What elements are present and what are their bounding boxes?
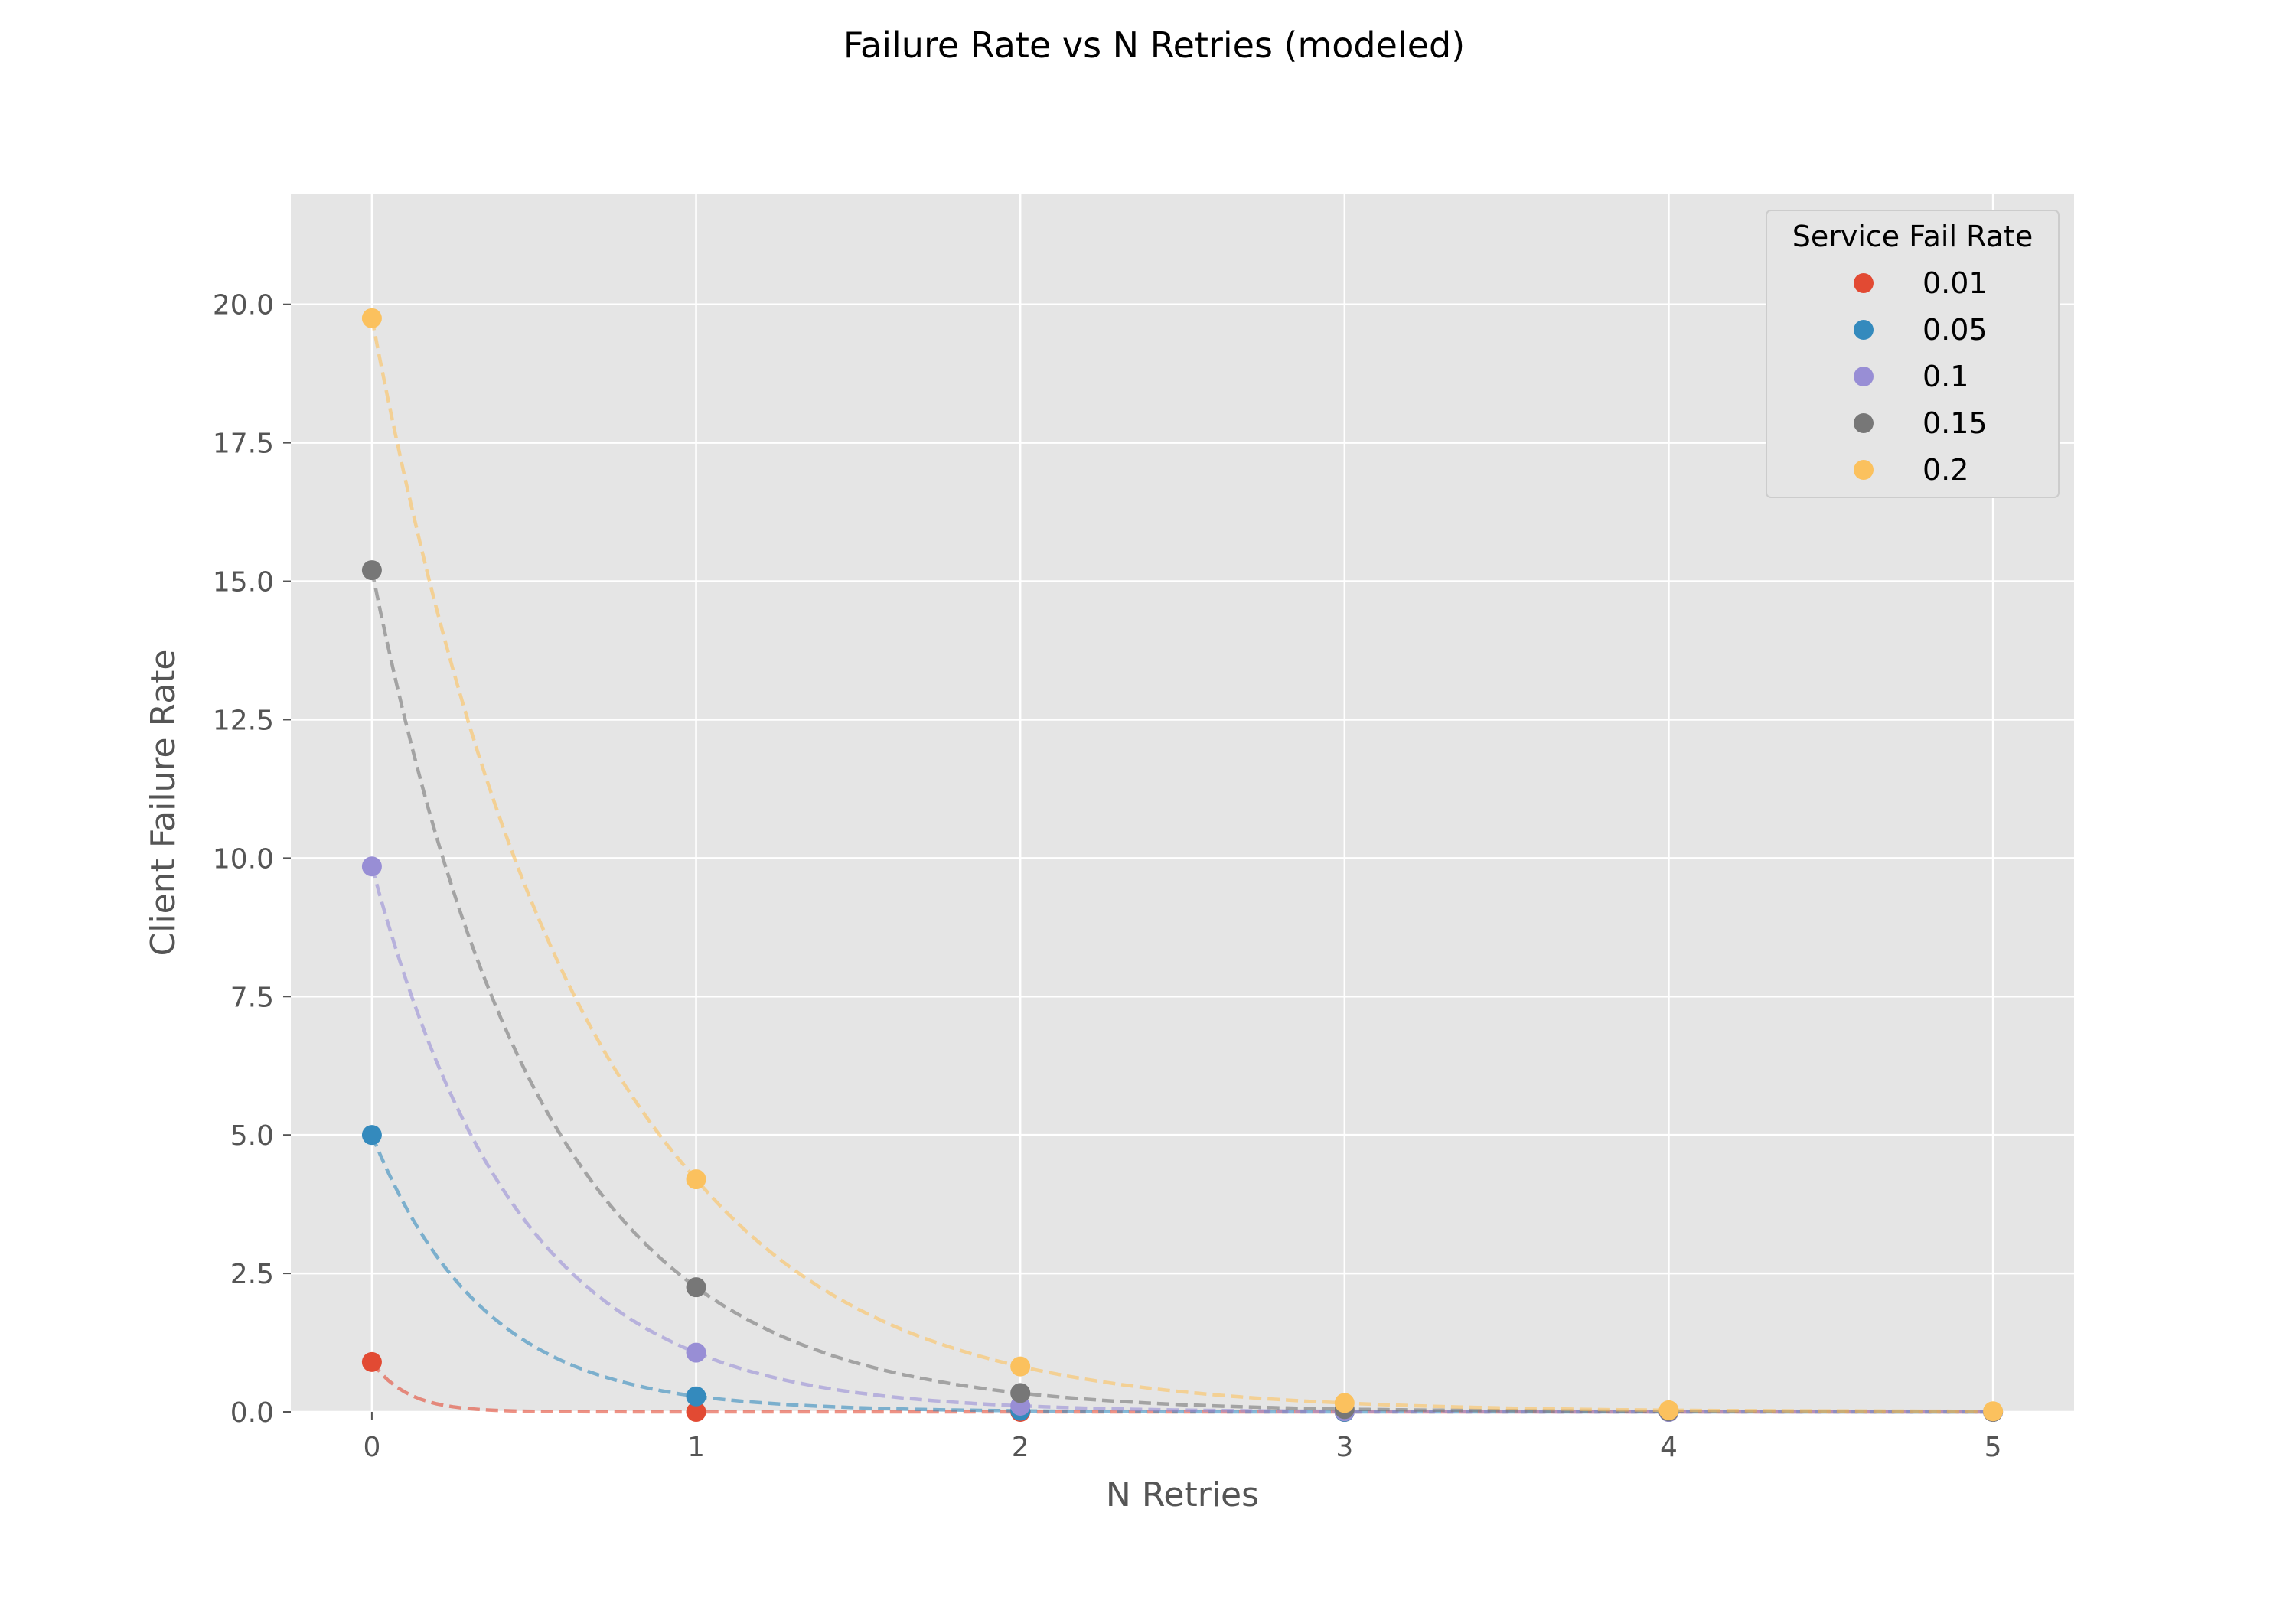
legend-title: Service Fail Rate bbox=[1792, 220, 2033, 253]
y-tick-label: 0.0 bbox=[230, 1397, 274, 1429]
chart-title: Failure Rate vs N Retries (modeled) bbox=[843, 24, 1465, 66]
y-tick-label: 10.0 bbox=[213, 843, 274, 875]
data-point bbox=[1983, 1401, 2004, 1422]
y-axis-label: Client Failure Rate bbox=[144, 649, 183, 956]
legend-marker bbox=[1854, 273, 1874, 293]
legend-label: 0.1 bbox=[1923, 360, 1968, 393]
x-tick-label: 4 bbox=[1660, 1432, 1678, 1463]
data-point bbox=[1334, 1393, 1355, 1413]
legend-label: 0.15 bbox=[1923, 406, 1988, 440]
data-point bbox=[1010, 1356, 1031, 1377]
trend-curve-0.05 bbox=[370, 1134, 1994, 1414]
y-tick-label: 7.5 bbox=[230, 982, 274, 1013]
data-point bbox=[686, 1402, 706, 1422]
legend-label: 0.01 bbox=[1923, 266, 1988, 300]
x-tick-label: 5 bbox=[1985, 1432, 2002, 1463]
data-point bbox=[1010, 1383, 1031, 1403]
data-point bbox=[361, 1125, 382, 1146]
data-point bbox=[361, 856, 382, 877]
legend-label: 0.05 bbox=[1923, 313, 1988, 347]
trend-curve-0.2 bbox=[370, 318, 1994, 1413]
data-points bbox=[361, 308, 2004, 1422]
y-tick-label: 12.5 bbox=[213, 705, 274, 736]
trend-curve-0.15 bbox=[370, 569, 1994, 1414]
y-tick-label: 15.0 bbox=[213, 567, 274, 598]
y-tick-label: 5.0 bbox=[230, 1120, 274, 1152]
legend: Service Fail Rate 0.01 0.05 0.1 0.15 0.2 bbox=[1766, 210, 2060, 498]
x-tick-label: 0 bbox=[363, 1432, 380, 1463]
legend-marker bbox=[1854, 367, 1874, 386]
legend-label: 0.2 bbox=[1923, 453, 1968, 487]
data-point bbox=[361, 1351, 382, 1372]
data-point bbox=[686, 1342, 706, 1363]
y-tick-label: 17.5 bbox=[213, 429, 274, 460]
x-tick-label: 1 bbox=[687, 1432, 705, 1463]
data-point bbox=[686, 1169, 706, 1190]
y-tick-label: 2.5 bbox=[230, 1259, 274, 1290]
data-point bbox=[686, 1277, 706, 1298]
data-point bbox=[361, 308, 382, 328]
data-point bbox=[361, 560, 382, 581]
legend-marker bbox=[1854, 413, 1874, 433]
y-axis-ticks: 0.0 2.5 5.0 7.5 10.0 12.5 15.0 17.5 20.0 bbox=[213, 290, 291, 1429]
x-axis-label: N Retries bbox=[1106, 1475, 1259, 1514]
legend-box bbox=[1766, 210, 2060, 498]
grid-lines bbox=[291, 194, 2074, 1413]
legend-marker bbox=[1854, 320, 1874, 340]
legend-items: 0.01 0.05 0.1 0.15 0.2 bbox=[1854, 266, 1988, 487]
trend-curve-0.1 bbox=[370, 865, 1994, 1414]
data-point bbox=[686, 1386, 706, 1407]
legend-marker bbox=[1854, 460, 1874, 480]
x-axis-ticks: 0 1 2 3 4 5 bbox=[363, 1412, 2002, 1463]
y-tick-label: 20.0 bbox=[213, 290, 274, 321]
data-point bbox=[1658, 1400, 1679, 1420]
x-tick-label: 3 bbox=[1336, 1432, 1353, 1463]
trend-curves bbox=[370, 318, 1994, 1414]
x-tick-label: 2 bbox=[1012, 1432, 1029, 1463]
